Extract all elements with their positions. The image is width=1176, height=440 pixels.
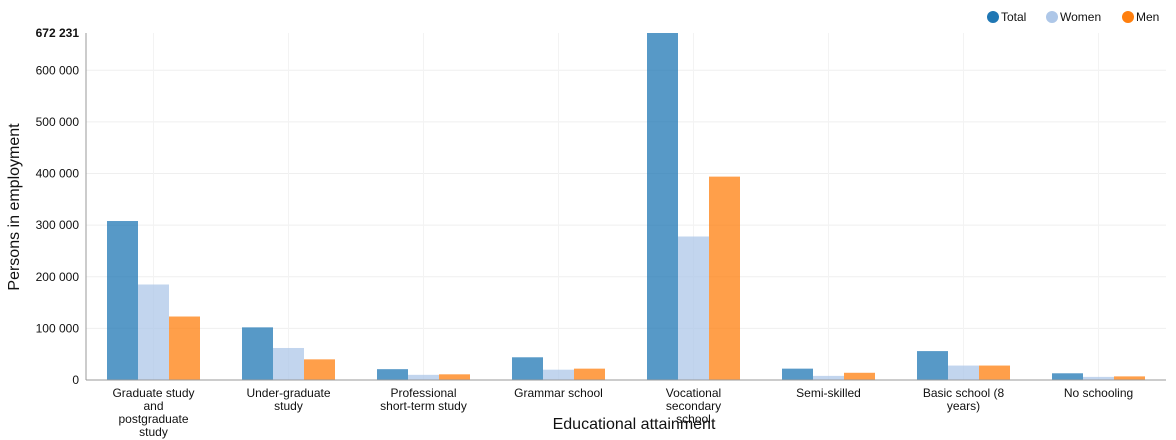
y-tick-label: 400 000 <box>36 167 80 181</box>
bar-women[interactable] <box>273 348 304 380</box>
bar-women[interactable] <box>138 285 169 380</box>
x-category-label-line: Professional <box>390 386 456 400</box>
x-category-label-line: No schooling <box>1064 386 1133 400</box>
bar-total[interactable] <box>1052 373 1083 380</box>
x-category-label-line: secondary <box>666 399 721 413</box>
bar-men[interactable] <box>169 317 200 380</box>
x-category-label-line: study <box>139 425 168 439</box>
bar-men[interactable] <box>979 366 1010 380</box>
x-category-label: No schooling <box>1064 386 1133 400</box>
x-category-label-line: Under-graduate <box>246 386 330 400</box>
y-tick-label: 0 <box>72 373 79 387</box>
x-category-label-line: Vocational <box>666 386 721 400</box>
bar-women[interactable] <box>408 375 439 380</box>
x-category-label-line: Basic school (8 <box>923 386 1005 400</box>
bar-total[interactable] <box>917 351 948 380</box>
bar-total[interactable] <box>782 369 813 380</box>
y-axis-title: Persons in employment <box>6 123 23 291</box>
bar-men[interactable] <box>304 359 335 380</box>
legend-swatch-total[interactable] <box>987 11 999 23</box>
x-category-label-line: and <box>143 399 163 413</box>
bar-men[interactable] <box>709 177 740 380</box>
x-category-label-line: Semi-skilled <box>796 386 861 400</box>
bar-women[interactable] <box>678 236 709 380</box>
x-category-label-line: postgraduate <box>118 412 188 426</box>
x-category-label-line: years) <box>947 399 980 413</box>
legend: Total Women Men <box>987 10 1159 24</box>
x-category-label-line: study <box>274 399 303 413</box>
bar-women[interactable] <box>813 376 844 380</box>
x-axis-title: Educational attainment <box>553 416 716 433</box>
x-category-label: Semi-skilled <box>796 386 861 400</box>
y-tick-label: 600 000 <box>36 63 80 77</box>
bar-women[interactable] <box>543 370 574 380</box>
legend-swatch-women[interactable] <box>1046 11 1058 23</box>
legend-label-women[interactable]: Women <box>1060 10 1101 24</box>
bar-men[interactable] <box>574 369 605 380</box>
bar-women[interactable] <box>948 366 979 380</box>
bar-total[interactable] <box>377 369 408 380</box>
y-tick-label: 500 000 <box>36 115 80 129</box>
bar-total[interactable] <box>107 221 138 380</box>
x-category-label-line: Graduate study <box>112 386 194 400</box>
legend-label-total[interactable]: Total <box>1001 10 1026 24</box>
bar-men[interactable] <box>439 374 470 380</box>
legend-label-men[interactable]: Men <box>1136 10 1159 24</box>
legend-swatch-men[interactable] <box>1122 11 1134 23</box>
bar-men[interactable] <box>844 373 875 380</box>
x-category-label: Basic school (8 years) <box>923 386 1005 413</box>
y-axis-ticks: 0 100 000 200 000 300 000 400 000 500 000 600 … <box>36 26 80 387</box>
y-max-label: 672 231 <box>36 26 80 40</box>
x-category-label: Under-graduate study <box>246 386 330 413</box>
y-tick-label: 200 000 <box>36 270 80 284</box>
x-category-label: Grammar school <box>514 386 603 400</box>
x-category-label-line: short-term study <box>380 399 467 413</box>
y-tick-label: 300 000 <box>36 218 80 232</box>
bar-total[interactable] <box>647 33 678 380</box>
x-category-label: Graduate study and postgraduate study <box>112 386 194 439</box>
bar-total[interactable] <box>512 357 543 380</box>
bar-men[interactable] <box>1114 376 1145 380</box>
x-category-label: Professional short-term study <box>380 386 467 413</box>
x-category-label-line: Grammar school <box>514 386 603 400</box>
bar-total[interactable] <box>242 327 273 380</box>
y-tick-label: 100 000 <box>36 321 80 335</box>
